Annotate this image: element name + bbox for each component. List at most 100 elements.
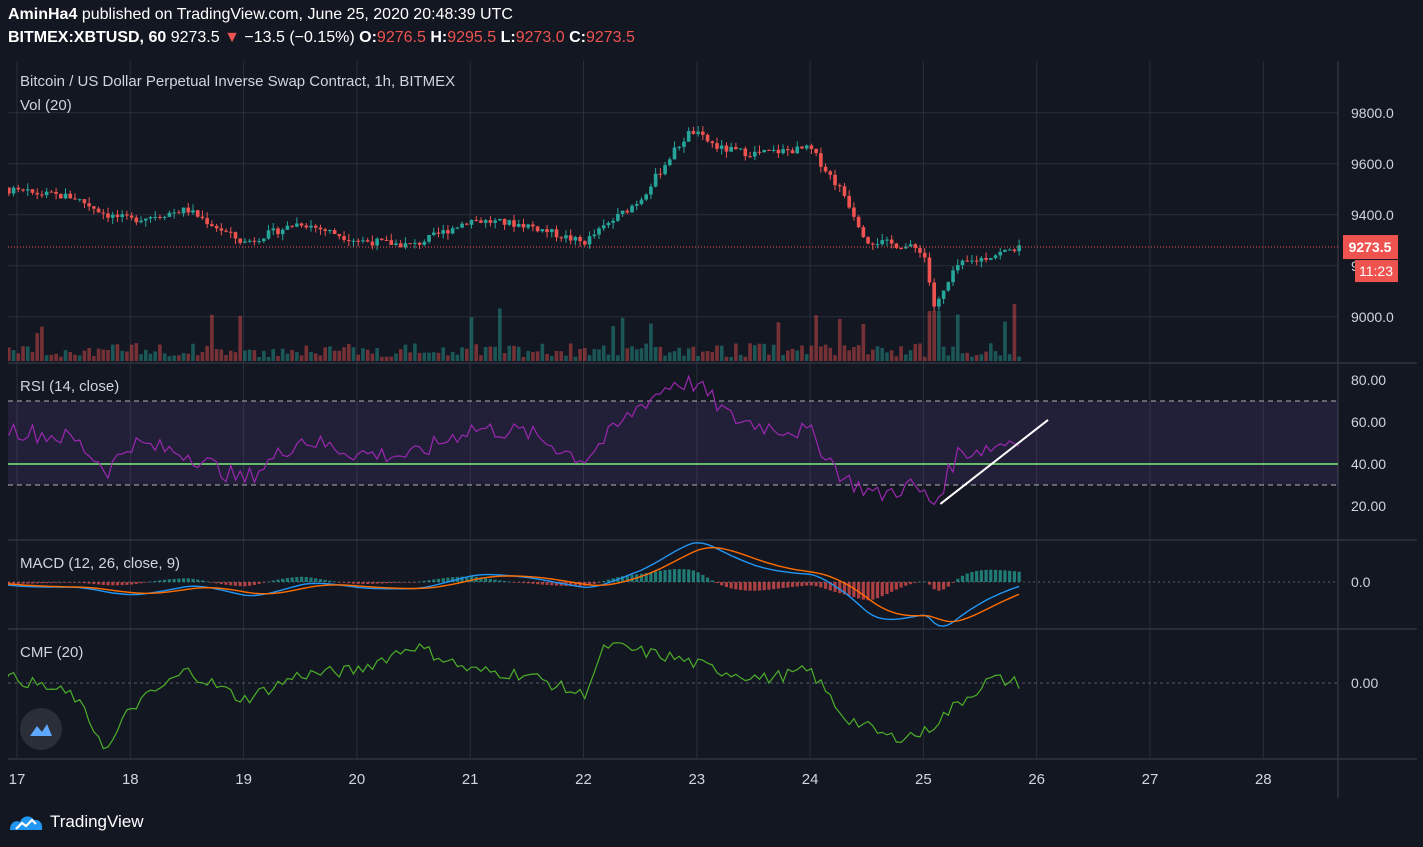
macd-histogram-bar — [318, 579, 323, 582]
candle-body — [663, 165, 667, 175]
macd-histogram-bar — [451, 577, 455, 582]
volume-bar — [172, 355, 176, 361]
macd-histogram-bar — [309, 577, 313, 582]
volume-bar — [158, 344, 162, 361]
volume-bar — [125, 351, 129, 361]
candle-body — [677, 146, 682, 148]
tradingview-brand[interactable]: TradingView — [50, 812, 144, 831]
volume-bar — [691, 346, 696, 361]
candle-body — [502, 218, 507, 225]
macd-histogram-bar — [271, 580, 275, 582]
candle-body — [885, 239, 889, 241]
volume-bar — [800, 345, 804, 361]
candle-body — [540, 229, 545, 232]
open-label: O: — [359, 29, 377, 46]
volume-bar — [535, 351, 540, 361]
chart-canvas[interactable]: 9000.09200.09400.09600.09800.01718192021… — [8, 61, 1417, 798]
macd-histogram-bar — [224, 582, 228, 585]
macd-histogram-bar — [753, 582, 757, 591]
candle-body — [77, 199, 82, 201]
macd-histogram-bar — [814, 582, 818, 587]
volume-bar — [153, 351, 158, 361]
macd-histogram-bar — [59, 582, 63, 583]
macd-histogram-bar — [932, 582, 936, 590]
macd-histogram-bar — [649, 572, 653, 582]
volume-bar — [960, 353, 965, 361]
macd-histogram-bar — [715, 582, 719, 584]
chart-area[interactable]: 9000.09200.09400.09600.09800.01718192021… — [8, 61, 1417, 798]
volume-bar — [228, 350, 233, 361]
volume-bar — [512, 345, 516, 361]
high-label: H: — [430, 29, 448, 46]
macd-histogram-bar — [592, 582, 596, 584]
macd-histogram-bar — [672, 569, 677, 582]
volume-bar — [370, 353, 375, 361]
volume-bar — [8, 347, 11, 361]
candle-body — [356, 240, 361, 242]
volume-bar — [460, 347, 464, 361]
macd-histogram-bar — [857, 582, 861, 599]
macd-histogram-bar — [158, 580, 162, 582]
volume-bar — [337, 350, 342, 361]
macd-histogram-bar — [375, 582, 379, 584]
candle-body — [535, 226, 540, 232]
volume-bar — [606, 354, 611, 361]
x-tick-label: 23 — [688, 771, 705, 788]
macd-histogram-bar — [611, 578, 615, 582]
macd-histogram-bar — [923, 581, 927, 583]
candle-body — [389, 240, 394, 245]
macd-histogram-bar — [602, 580, 606, 582]
macd-histogram-bar — [436, 578, 441, 582]
macd-histogram-bar — [701, 574, 705, 582]
candle-body — [214, 225, 219, 229]
volume-bar — [295, 352, 299, 361]
macd-histogram-bar — [885, 582, 889, 594]
volume-bar — [762, 343, 767, 361]
candle-body — [512, 220, 516, 227]
macd-histogram-bar — [63, 582, 68, 583]
volume-bar — [625, 348, 630, 361]
symbol-legend: BITMEX:XBTUSD, 60 9273.5 ▼ −13.5 (−0.15%… — [8, 29, 635, 47]
countdown-badge-bg — [1355, 260, 1398, 283]
candle-body — [592, 234, 597, 237]
candle-body — [630, 205, 634, 213]
candle-body — [54, 191, 58, 194]
volume-bar — [908, 350, 913, 361]
macd-histogram-bar — [120, 582, 124, 586]
publisher-name[interactable]: AminHa4 — [8, 6, 78, 23]
volume-bar — [177, 355, 181, 361]
candle-body — [328, 230, 332, 232]
symbol-label[interactable]: BITMEX:XBTUSD, 60 — [8, 29, 167, 46]
macd-histogram-bar — [970, 571, 974, 582]
candle-body — [686, 131, 691, 142]
low-value: 9273.0 — [515, 29, 565, 46]
candle-body — [361, 240, 365, 242]
macd-histogram-bar — [847, 582, 851, 596]
tradingview-logo-badge[interactable] — [20, 708, 62, 750]
macd-histogram-bar — [517, 582, 521, 583]
candle-body — [767, 149, 771, 151]
price-badge-text: 9273.5 — [1349, 239, 1392, 255]
candle-body — [989, 258, 993, 260]
macd-histogram-bar — [16, 582, 20, 584]
macd-histogram-bar — [691, 570, 696, 582]
macd-histogram-bar — [304, 577, 308, 582]
volume-bar — [49, 354, 54, 361]
volume-bar — [205, 345, 209, 361]
candle-body — [819, 153, 823, 167]
volume-bar — [870, 349, 875, 361]
macd-histogram-bar — [252, 582, 256, 585]
candle-body — [323, 229, 327, 231]
x-tick-label: 18 — [122, 771, 139, 788]
macd-histogram-bar — [328, 580, 332, 582]
candle-body — [965, 260, 970, 262]
candle-body — [809, 145, 814, 149]
macd-histogram-bar — [54, 582, 58, 583]
candle-body — [847, 195, 851, 208]
macd-histogram-bar — [276, 579, 280, 582]
candle-body — [143, 218, 148, 221]
candle-body — [375, 238, 379, 246]
volume-bar — [852, 347, 856, 361]
macd-histogram-bar — [257, 582, 261, 584]
macd-histogram-bar — [630, 574, 634, 582]
